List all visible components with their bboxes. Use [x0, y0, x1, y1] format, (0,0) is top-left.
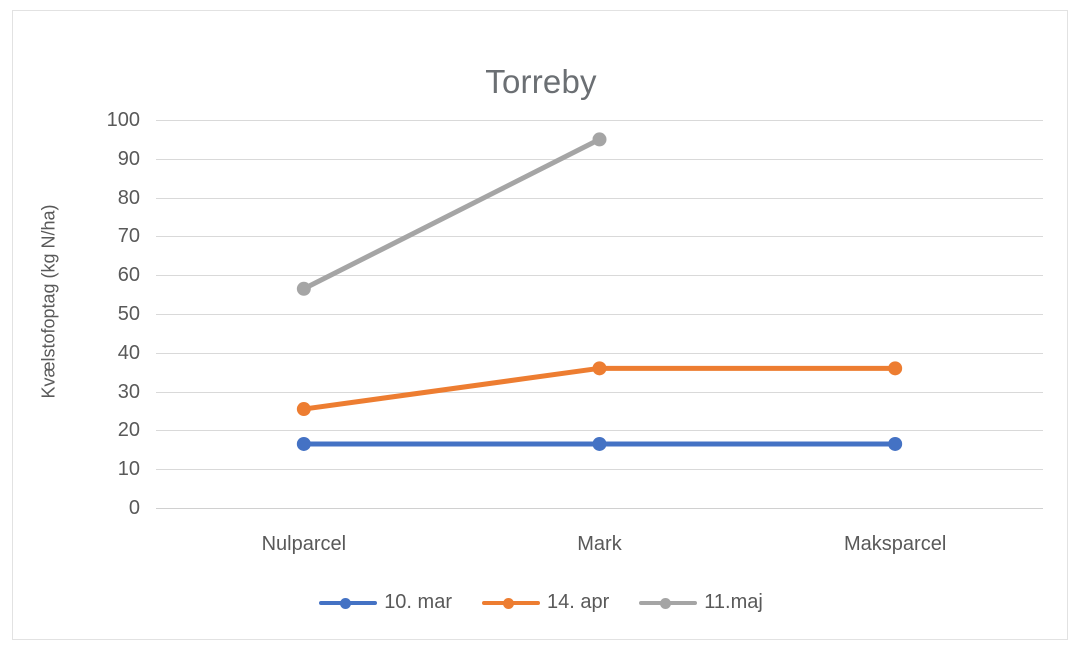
data-point[interactable]	[592, 436, 607, 451]
y-tick-label: 10	[117, 458, 140, 481]
legend-item[interactable]: 14. apr	[482, 591, 609, 614]
data-point[interactable]	[592, 132, 607, 147]
y-tick-label: 30	[117, 380, 140, 403]
y-tick-label: 60	[117, 264, 140, 287]
chart-legend: 10. mar 14. apr 11.maj	[13, 591, 1069, 614]
legend-marker-icon	[319, 595, 378, 611]
legend-item[interactable]: 11.maj	[639, 591, 763, 614]
gridline	[156, 508, 1043, 509]
gridline	[156, 469, 1043, 471]
data-point[interactable]	[888, 436, 903, 451]
chart-container: Torreby Kvælstofoptag (kg N/ha) 100 90 80 7…	[12, 10, 1068, 640]
legend-label: 14. apr	[547, 591, 610, 613]
plot-area	[156, 120, 1043, 509]
y-tick-label: 70	[117, 225, 140, 248]
series-layer	[296, 132, 903, 451]
y-tick-label: 80	[117, 186, 140, 209]
y-tick-label: 90	[117, 147, 140, 170]
gridline	[156, 314, 1043, 315]
gridline	[156, 120, 1043, 121]
gridline	[156, 391, 1043, 393]
y-tick-label: 100	[106, 109, 140, 131]
y-tick-label: 0	[128, 497, 140, 519]
x-tick-label: Maksparcel	[844, 533, 947, 555]
y-axis-title: Kvælstofoptag (kg N/ha)	[38, 204, 59, 399]
data-point[interactable]	[296, 281, 311, 296]
legend-marker-icon	[482, 595, 540, 611]
data-point[interactable]	[592, 361, 607, 376]
legend-label: 11.maj	[704, 591, 763, 613]
gridline	[156, 430, 1043, 432]
data-point[interactable]	[296, 402, 311, 417]
legend-marker-icon	[639, 595, 698, 611]
gridline	[156, 158, 1043, 160]
gridline	[156, 236, 1043, 238]
chart-title: Torreby	[485, 63, 597, 100]
x-tick-label: Nulparcel	[261, 533, 347, 555]
series-line	[301, 136, 602, 292]
data-point[interactable]	[296, 436, 311, 451]
gridline	[156, 352, 1043, 354]
gridline	[156, 275, 1043, 277]
gridline	[156, 197, 1043, 199]
data-point[interactable]	[888, 361, 903, 376]
legend-item[interactable]: 10. mar	[319, 591, 452, 614]
y-tick-label: 40	[117, 341, 140, 364]
x-tick-label: Mark	[577, 533, 622, 555]
y-tick-label: 50	[117, 303, 140, 325]
y-tick-label: 20	[117, 419, 140, 442]
legend-label: 10. mar	[384, 591, 452, 613]
